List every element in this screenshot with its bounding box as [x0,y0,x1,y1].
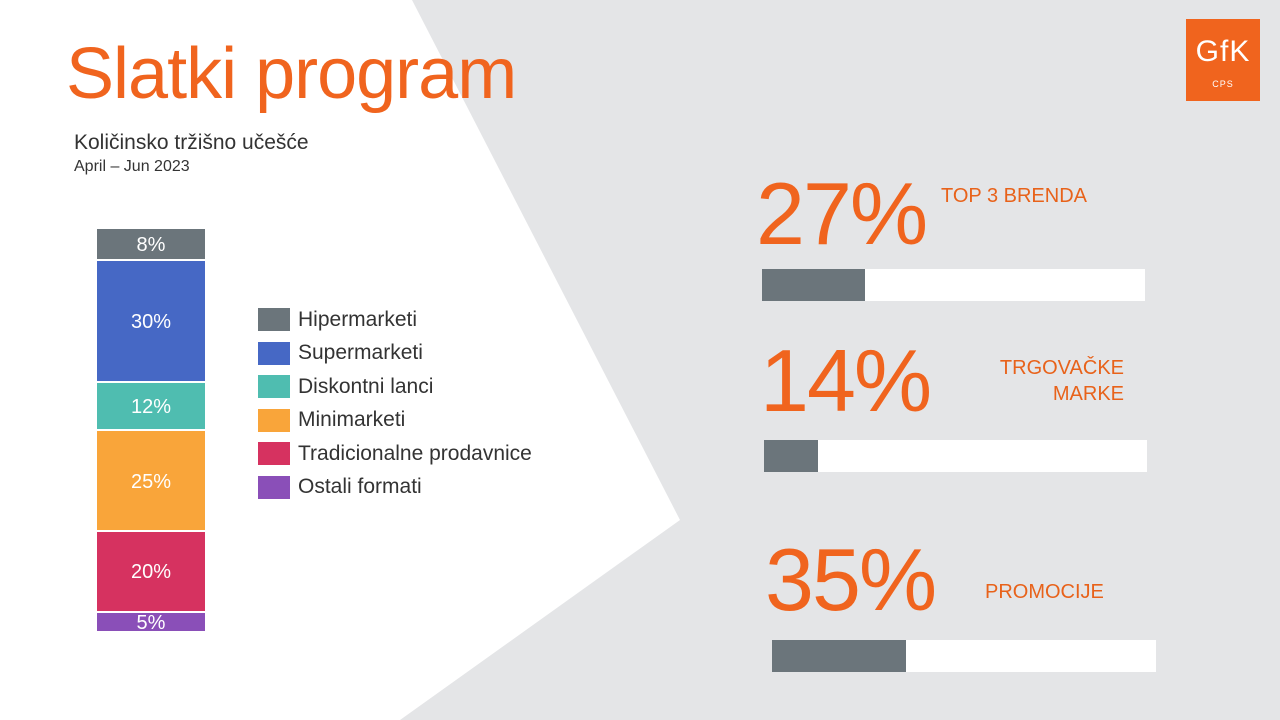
chart-period: April – Jun 2023 [74,158,190,175]
legend-item: Hipermarketi [258,303,532,337]
legend-swatch [258,475,290,499]
bar-segment [97,229,205,260]
kpi-value: 14% [760,331,932,430]
legend-item: Ostali formati [258,471,532,505]
legend-label: Diskontni lanci [298,374,434,398]
kpi-progress-bar [764,440,1147,472]
legend-label: Ostali formati [298,475,422,499]
legend-label: Tradicionalne prodavnice [298,441,532,465]
legend-swatch [258,442,290,466]
legend-label: Supermarketi [298,341,423,365]
kpi-label: PROMOCIJE [985,581,1104,603]
kpi-progress-bar [762,269,1145,301]
kpi-value: 35% [765,530,937,629]
bar-segment-label: 30% [130,310,172,333]
bar-segment-label: 12% [130,395,172,418]
chart-subtitle: Količinsko tržišno učešće [74,131,309,154]
bar-segment [97,261,205,381]
legend-swatch [258,308,290,332]
legend-swatch [258,341,290,365]
kpi-progress-bar [772,640,1156,672]
legend-item: Minimarketi [258,404,532,438]
bar-segment [97,431,205,530]
legend-swatch [258,408,290,432]
kpi-progress-fill [772,640,907,672]
legend-label: Minimarketi [298,408,406,432]
logo-main-text: GfK [1195,35,1251,68]
bar-segment [97,612,205,631]
gfk-logo: GfK CPS [1186,19,1260,101]
kpi-progress-fill [764,440,818,472]
bar-segment [97,532,205,611]
legend-swatch [258,375,290,399]
bar-segment [97,382,205,429]
bar-segment-label: 20% [130,561,172,584]
bar-segment-label: 5% [136,611,166,634]
kpi-progress-fill [762,269,866,301]
kpi-label: TOP 3 BRENDA [941,185,1087,207]
logo-sub-text: CPS [1212,79,1234,89]
legend-item: Diskontni lanci [258,370,532,404]
kpi-label: TRGOVAČKE MARKE [999,357,1124,405]
page-title: Slatki program [66,34,517,114]
stacked-bar-chart: 8% 30% 12% 25% 20% 5% [97,229,205,634]
kpi-value: 27% [756,164,928,263]
legend-item: Tradicionalne prodavnice [258,437,532,471]
chart-legend: Hipermarketi Supermarketi Diskontni lanci M… [258,303,532,504]
legend-item: Supermarketi [258,337,532,371]
bar-segment-label: 25% [130,470,172,493]
legend-label: Hipermarketi [298,307,418,331]
bar-segment-label: 8% [136,234,166,257]
